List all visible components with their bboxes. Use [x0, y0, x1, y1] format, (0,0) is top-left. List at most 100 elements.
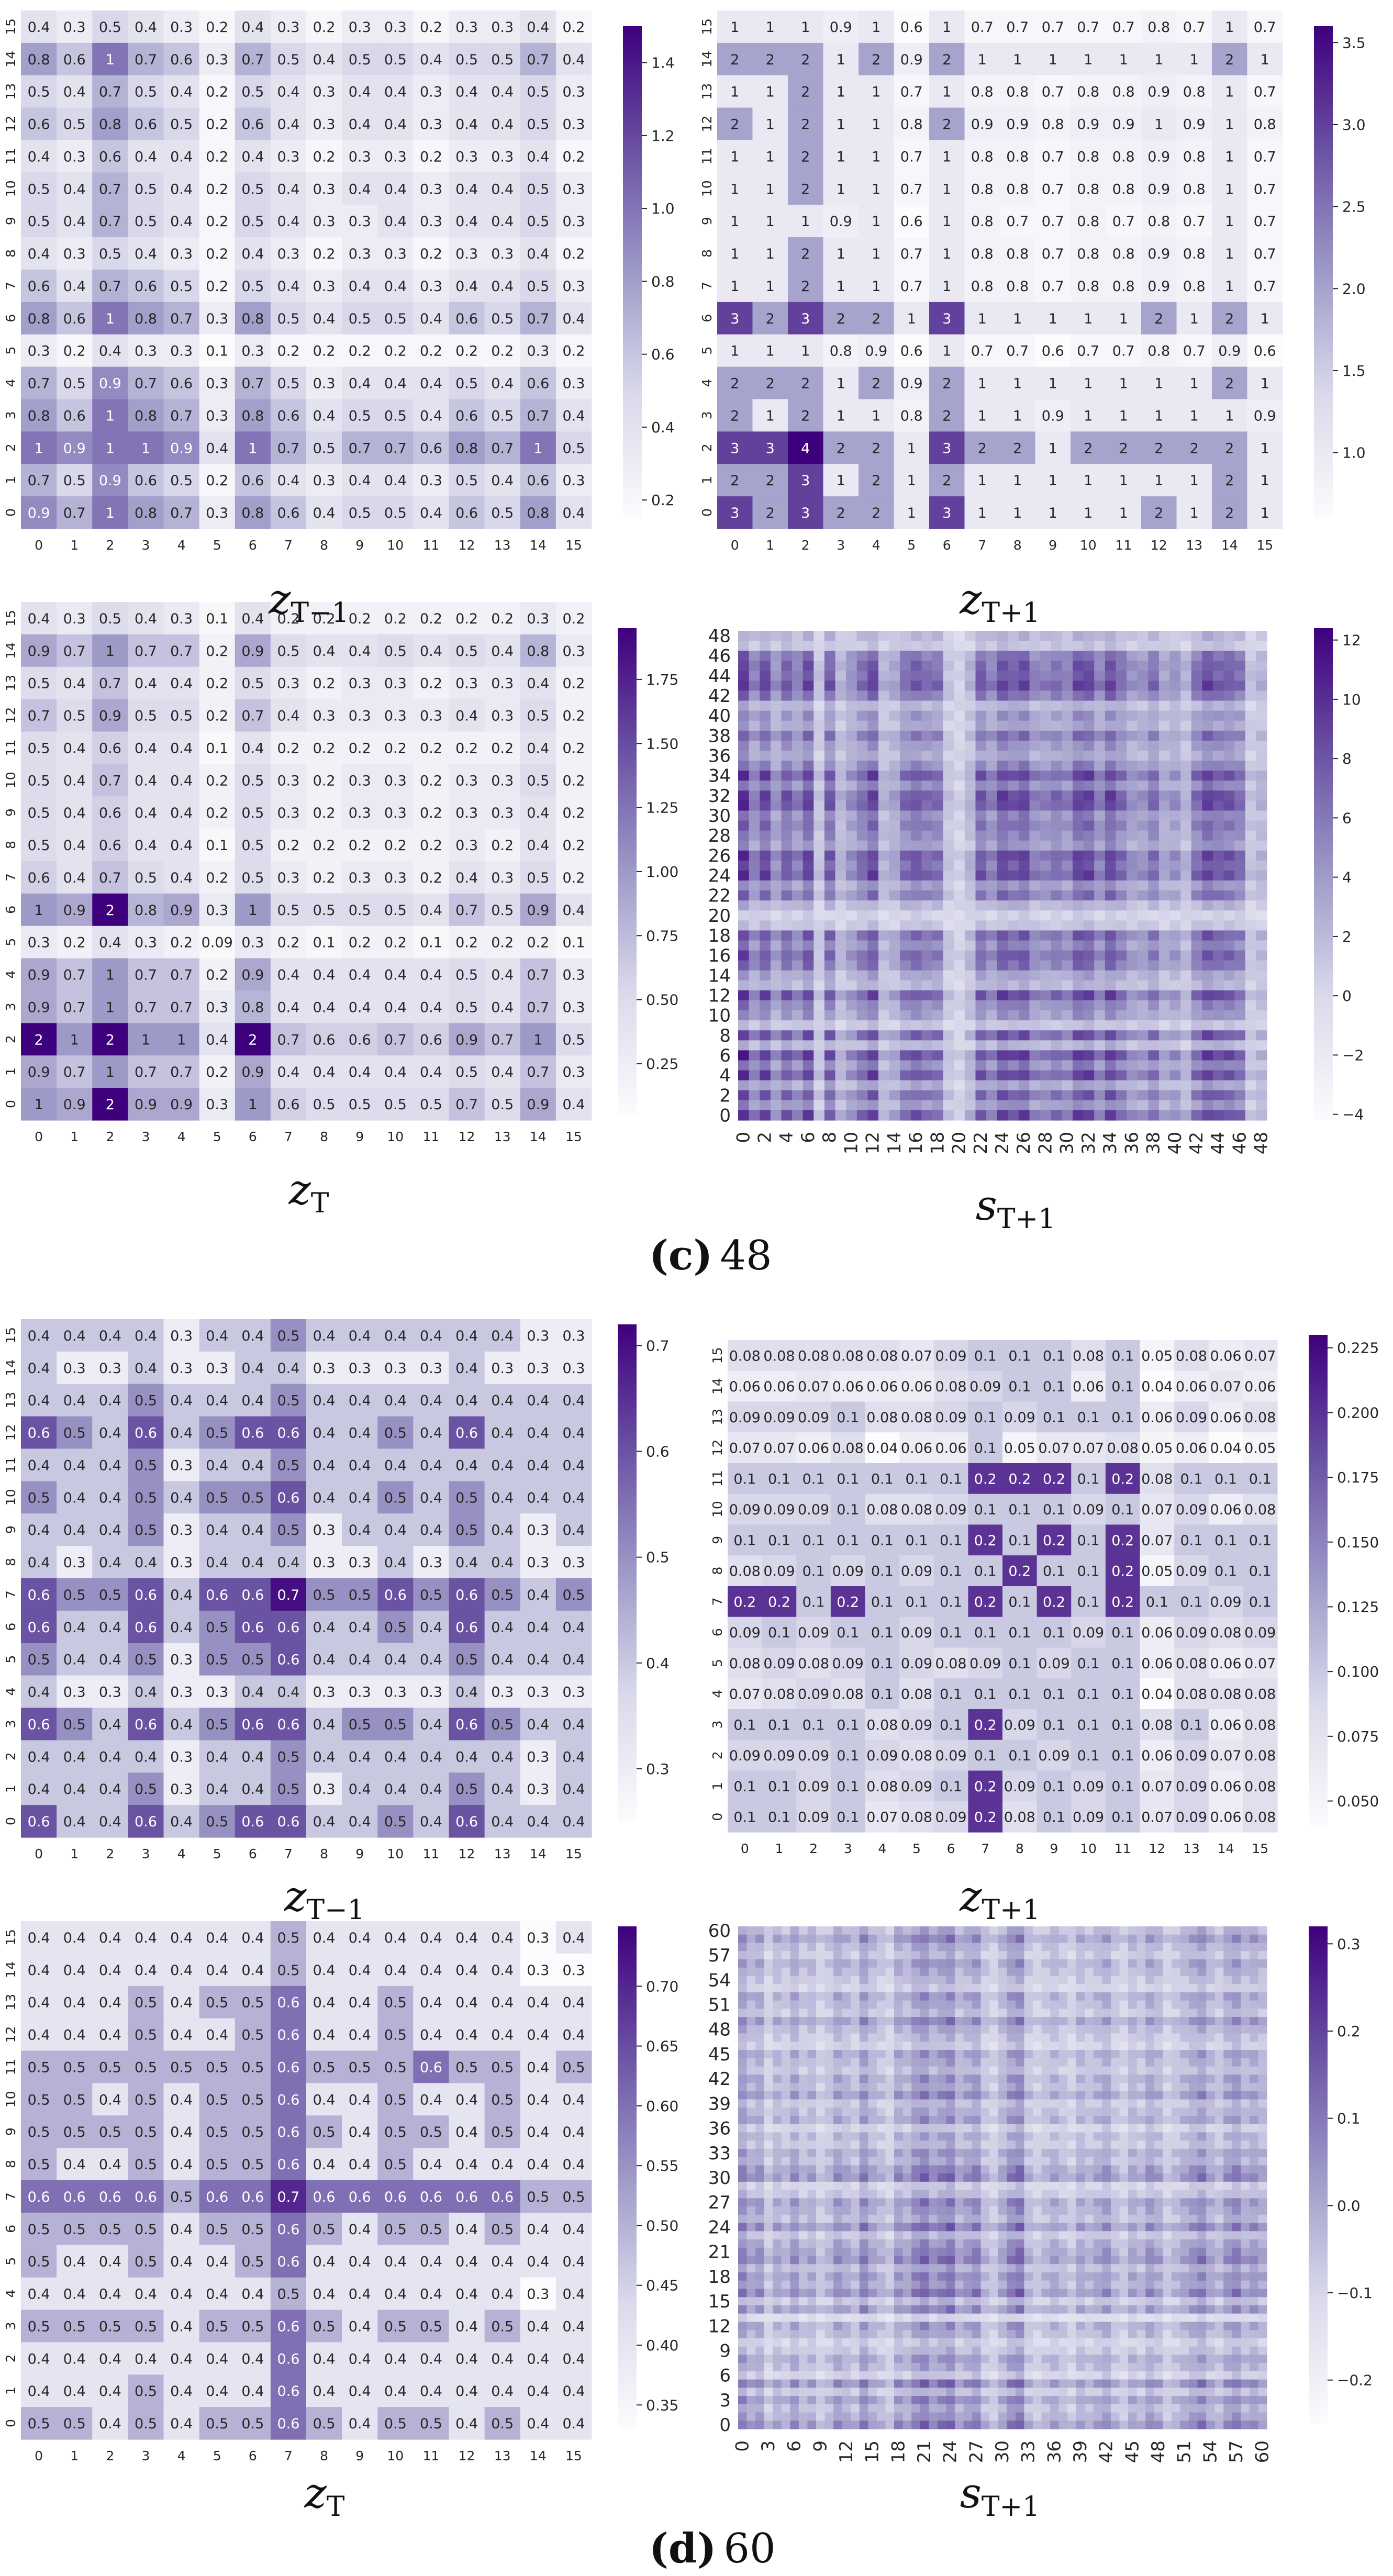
heatmap-cell [1169, 780, 1181, 791]
heatmap-cell [846, 860, 857, 871]
heatmap-cell [1127, 681, 1138, 692]
heatmap-cell [792, 631, 804, 641]
heatmap-cell [1051, 710, 1062, 721]
heatmap-cell [781, 780, 793, 791]
heatmap-cell [889, 740, 900, 751]
heatmap-cell [1180, 890, 1192, 901]
cell-value-label: 0.7 [1254, 278, 1276, 295]
heatmap-cell [781, 1100, 793, 1111]
heatmap-cell [1083, 740, 1095, 751]
heatmap-cell [856, 920, 868, 931]
heatmap-cell [1127, 661, 1138, 671]
heatmap-cell [1223, 1040, 1235, 1051]
heatmap-cell [932, 1000, 944, 1011]
heatmap-cell [163, 237, 200, 270]
heatmap-cell [900, 860, 911, 871]
heatmap-cell [749, 810, 760, 821]
cell-value-label: 0.8 [900, 117, 923, 133]
heatmap-cell [964, 920, 976, 931]
heatmap-cell [163, 172, 200, 205]
heatmap-cell [835, 870, 846, 881]
cell-value-label: 0.3 [63, 1685, 86, 1701]
cell-value-label: 0.06 [1073, 1379, 1104, 1395]
heatmap-cell [1062, 1010, 1073, 1021]
cell-value-label: 0.3 [349, 214, 371, 230]
heatmap-cell [1094, 820, 1106, 831]
heatmap-cell [932, 651, 944, 661]
heatmap-cell [1018, 790, 1030, 801]
x-tick-label: 2 [106, 1846, 114, 1861]
heatmap-cell [856, 1030, 868, 1041]
heatmap-cell [1083, 940, 1095, 951]
heatmap-cell [856, 631, 868, 641]
heatmap-cell [1029, 980, 1041, 991]
heatmap-cell [900, 1050, 911, 1061]
y-tick-label: 0 [3, 508, 18, 517]
heatmap-cell [1169, 661, 1181, 671]
y-tick-label: 2 [699, 443, 715, 452]
heatmap-cell [910, 771, 922, 781]
heatmap-cell [1094, 661, 1106, 671]
heatmap-cell [1245, 671, 1256, 682]
cell-value-label: 1 [837, 408, 845, 424]
cell-value-label: 0.8 [1183, 278, 1206, 295]
heatmap-cell [910, 910, 922, 921]
heatmap-cell [792, 700, 804, 711]
heatmap-cell [163, 140, 200, 173]
cell-value-label: 0.4 [313, 643, 336, 660]
heatmap-cell [803, 990, 814, 1001]
cell-value-label: 0.7 [527, 408, 549, 424]
cell-value-label: 0.5 [527, 278, 549, 295]
heatmap-cell [1008, 880, 1019, 891]
heatmap-cell [932, 700, 944, 711]
cell-value-label: 0.2 [206, 773, 228, 789]
heatmap-cell [1202, 681, 1213, 692]
cell-value-label: 0.4 [206, 440, 228, 456]
cell-value-label: 0.5 [455, 1781, 478, 1798]
heatmap-cell [1223, 980, 1235, 991]
heatmap-cell [997, 990, 1008, 1001]
cell-value-label: 0.8 [1006, 84, 1029, 101]
cell-value-label: 1 [730, 343, 739, 360]
heatmap-cell [1223, 970, 1235, 981]
heatmap-cell [1008, 700, 1019, 711]
heatmap-cell [964, 870, 976, 881]
cell-value-label: 0.4 [277, 1685, 299, 1701]
heatmap-cell [760, 910, 771, 921]
heatmap-cell [964, 771, 976, 781]
heatmap-cell [1051, 740, 1062, 751]
cell-value-label: 1 [1261, 311, 1269, 327]
y-tick-label: 6 [3, 314, 18, 322]
heatmap-cell [306, 10, 342, 43]
heatmap-cell [1127, 850, 1138, 861]
heatmap-cell [413, 237, 450, 270]
heatmap-cell [1212, 960, 1224, 971]
heatmap-cell [975, 840, 987, 851]
heatmap-cell [1029, 730, 1041, 741]
heatmap-cell [954, 750, 965, 761]
cell-value-label: 0.5 [277, 1749, 299, 1765]
cell-value-label: 0.4 [170, 676, 193, 692]
cell-value-label: 0.3 [313, 1555, 336, 1571]
heatmap-cell [1191, 761, 1202, 771]
heatmap-cell [997, 970, 1008, 981]
cell-value-label: 0.4 [384, 473, 407, 489]
cell-value-label: 0.4 [349, 643, 371, 660]
cell-value-label: 0.2 [420, 740, 442, 756]
heatmap-cell [889, 1030, 900, 1041]
heatmap-cell [954, 1020, 965, 1031]
cell-value-label: 0.7 [170, 643, 193, 660]
heatmap-cell [449, 172, 485, 205]
cell-value-label: 0.4 [527, 1490, 549, 1506]
cell-value-label: 0.8 [971, 246, 994, 262]
heatmap-cell [889, 980, 900, 991]
heatmap-cell [1158, 1110, 1171, 1121]
y-tick-label: 13 [3, 1392, 18, 1409]
cell-value-label: 0.1 [837, 1502, 859, 1518]
cell-value-label: 0.9 [28, 643, 50, 660]
heatmap-cell [1105, 970, 1117, 981]
heatmap-cell [1008, 780, 1019, 791]
heatmap-cell [1018, 681, 1030, 692]
heatmap-cell [921, 980, 933, 991]
heatmap-cell [1191, 790, 1202, 801]
